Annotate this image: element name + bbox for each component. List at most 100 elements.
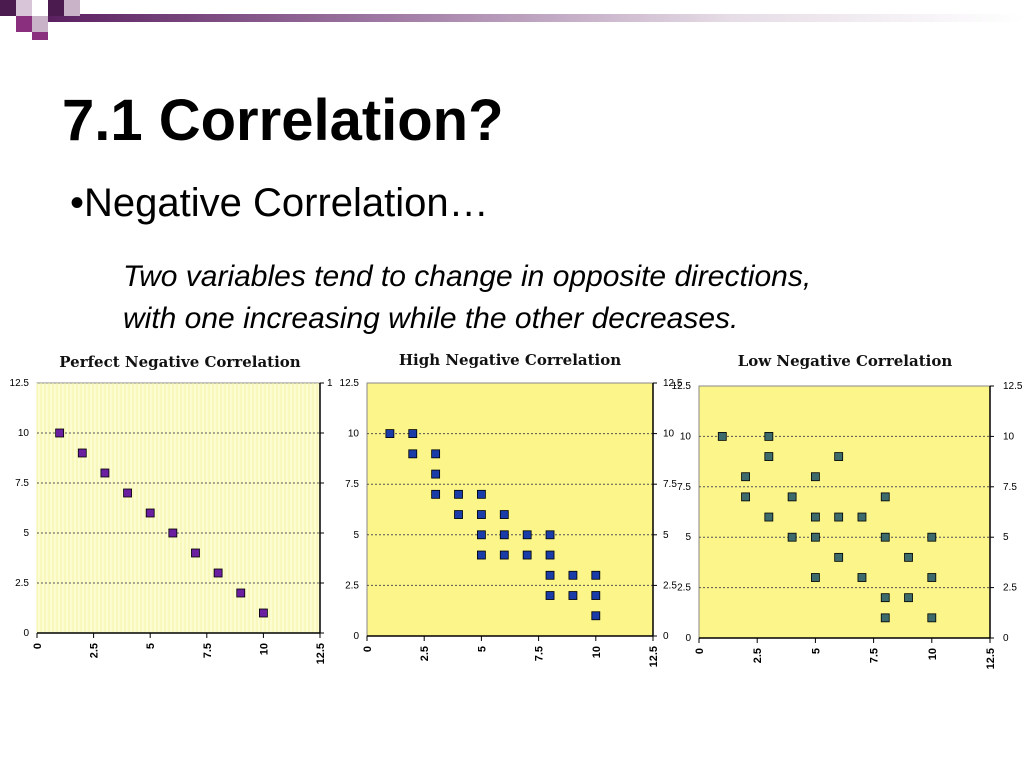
right-tick-label: 12.5 [1003,381,1023,392]
data-point [741,492,750,502]
data-point [145,508,155,518]
y-tick-label: 12.5 [10,378,30,389]
y-tick-label: 10 [18,428,30,439]
data-point [764,452,774,461]
data-point [591,611,601,621]
x-tick-label: 2.5 [419,646,431,661]
data-point [123,488,132,498]
y-tick-label: 7.5 [15,478,29,489]
data-point [811,512,820,522]
data-point [927,573,937,582]
data-point [764,431,774,441]
x-tick-label: 7.5 [534,646,546,661]
data-point [522,530,532,540]
data-point [904,593,913,603]
data-point [591,591,601,600]
x-tick-label: 0 [32,643,44,649]
data-point [385,429,395,439]
data-point [213,568,223,578]
data-point [857,512,867,522]
data-point [476,489,486,499]
x-tick-label: 10 [927,648,939,660]
x-tick-label: 5 [145,643,157,649]
y-tick-label: 0 [685,633,691,644]
data-point [568,591,578,600]
right-tick-label: 5 [663,530,669,541]
data-point [168,528,178,538]
chart-3: 0 2.5 5 7.5 10 12.5 12.5 10 7.5 5 2.5 0 12.5 10 7.5 5 2.… [672,381,1023,669]
data-point [717,431,727,441]
data-point [545,550,555,560]
y-tick-label: 10 [348,429,360,440]
right-tick-label: 1 [327,378,333,389]
data-point [191,548,200,558]
data-point [476,550,486,560]
right-tick-label: 5 [1003,532,1009,543]
data-point [77,448,87,458]
x-tick-label: 2.5 [89,643,101,658]
data-point [236,588,246,598]
data-point [454,489,463,499]
chart-1-title: Perfect Negative Correlation [59,353,301,371]
title-decoration [0,0,1024,40]
data-point [454,510,463,519]
data-point [258,608,268,618]
data-point [787,492,797,502]
y-tick-label: 0 [353,631,359,642]
data-point [408,449,418,459]
y-tick-label: 12.5 [340,378,360,389]
data-point [857,573,867,582]
right-tick-label: 0 [663,631,669,642]
data-point [545,570,555,580]
data-point [834,452,844,461]
data-point [499,510,509,519]
right-tick-label: 2.5 [663,580,677,591]
data-point [476,530,486,540]
data-point [880,613,890,623]
data-point [499,550,509,560]
x-tick-label: 5 [810,648,822,654]
chart-2-title: High Negative Correlation [399,351,621,369]
data-point [545,530,555,540]
data-point [834,552,844,562]
x-tick-label: 7.5 [869,648,881,663]
y-tick-label: 2.5 [677,583,691,594]
x-tick-label: 5 [476,646,488,652]
data-point [880,492,890,502]
data-point [904,552,913,562]
data-point [591,570,601,580]
plot-area [366,382,654,637]
plot-area [36,382,321,634]
data-point [927,532,937,542]
data-point [764,512,774,522]
data-point [408,429,418,439]
x-tick-label: 10 [258,643,270,655]
y-tick-label: 12.5 [672,381,692,392]
bullet-point: •Negative Correlation… [70,181,489,225]
right-tick-label: 7.5 [1003,482,1017,493]
right-tick-label: 10 [663,429,675,440]
data-point [431,489,441,499]
data-point [568,570,578,580]
y-tick-label: 7.5 [677,482,691,493]
description-line-1: Two variables tend to change in opposite… [123,260,812,293]
right-tick-label: 7.5 [663,479,677,490]
plot-area [698,385,991,639]
right-tick-label: 12.5 [663,378,683,389]
right-tick-label: 2.5 [1003,583,1017,594]
data-point [834,512,844,522]
y-tick-label: 5 [353,530,359,541]
y-tick-label: 5 [23,528,29,539]
data-point [741,472,750,482]
x-tick-label: 0 [694,648,706,654]
y-tick-label: 2.5 [15,578,29,589]
data-point [927,613,937,623]
x-tick-label: 7.5 [202,643,214,658]
x-tick-label: 12.5 [648,646,660,667]
slide-title: 7.1 Correlation? [62,88,504,153]
data-point [499,530,509,540]
data-point [100,468,110,478]
chart-1: 0 2.5 5 7.5 10 12.5 0 2.5 5 7.5 10 12.5 1 [10,378,333,664]
data-point [431,469,441,479]
